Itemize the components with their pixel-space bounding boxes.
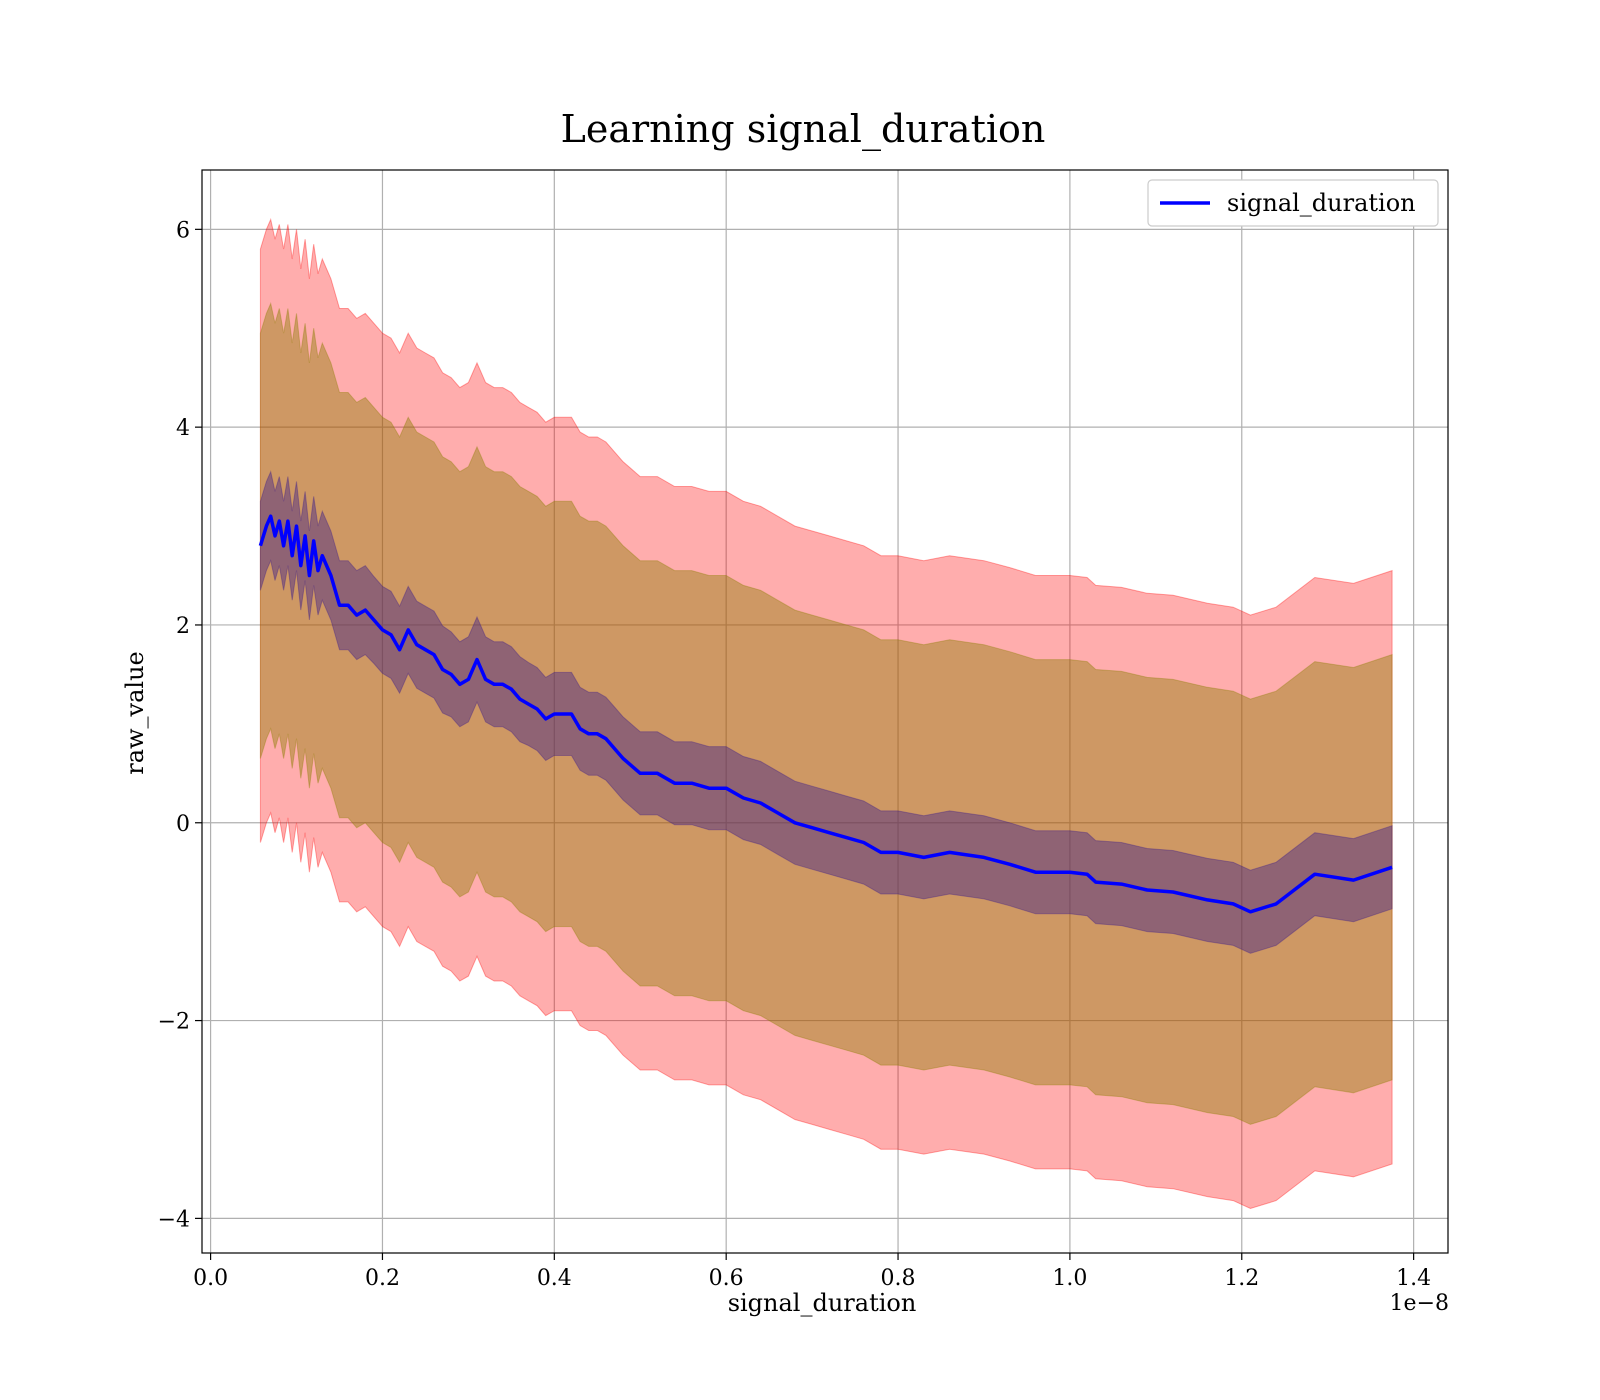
x-axis-label: signal_duration bbox=[728, 1289, 917, 1317]
legend: signal_duration bbox=[1147, 179, 1439, 227]
band-outer bbox=[259, 217, 1393, 1210]
x-axis-offset-label: 1e−8 bbox=[1390, 1291, 1449, 1316]
y-tick-label: 2 bbox=[176, 614, 190, 639]
bands-layer bbox=[259, 217, 1393, 1210]
y-tick-label: 4 bbox=[176, 416, 190, 441]
y-axis-label: raw_value bbox=[121, 651, 149, 775]
x-tick-label: 0.6 bbox=[709, 1266, 744, 1291]
y-tick-label: −2 bbox=[158, 1010, 190, 1035]
x-tick-label: 1.4 bbox=[1396, 1266, 1431, 1291]
x-tick-label: 1.2 bbox=[1224, 1266, 1259, 1291]
x-tick-label: 0.2 bbox=[365, 1266, 400, 1291]
x-tick-label: 0.8 bbox=[881, 1266, 916, 1291]
plot-frame bbox=[201, 169, 1449, 1254]
grid bbox=[202, 170, 1448, 1253]
x-tick-label: 0.0 bbox=[193, 1266, 228, 1291]
x-tick-label: 0.4 bbox=[537, 1266, 572, 1291]
y-tick-label: −4 bbox=[158, 1207, 190, 1232]
series-line-signal-duration bbox=[258, 514, 1393, 914]
legend-label-signal-duration: signal_duration bbox=[1227, 189, 1416, 217]
y-axis: 6 4 2 0 −2 −4 bbox=[158, 218, 202, 1232]
band-inner bbox=[259, 470, 1393, 954]
x-tick-label: 1.0 bbox=[1052, 1266, 1087, 1291]
y-tick-label: 0 bbox=[176, 812, 190, 837]
x-axis: 0.0 0.2 0.4 0.6 0.8 1.0 1.2 1.4 bbox=[193, 1253, 1431, 1291]
legend-box bbox=[1147, 179, 1439, 227]
y-tick-label: 6 bbox=[176, 218, 190, 243]
chart-title: Learning signal_duration bbox=[561, 107, 1046, 152]
band-middle bbox=[259, 301, 1393, 1125]
